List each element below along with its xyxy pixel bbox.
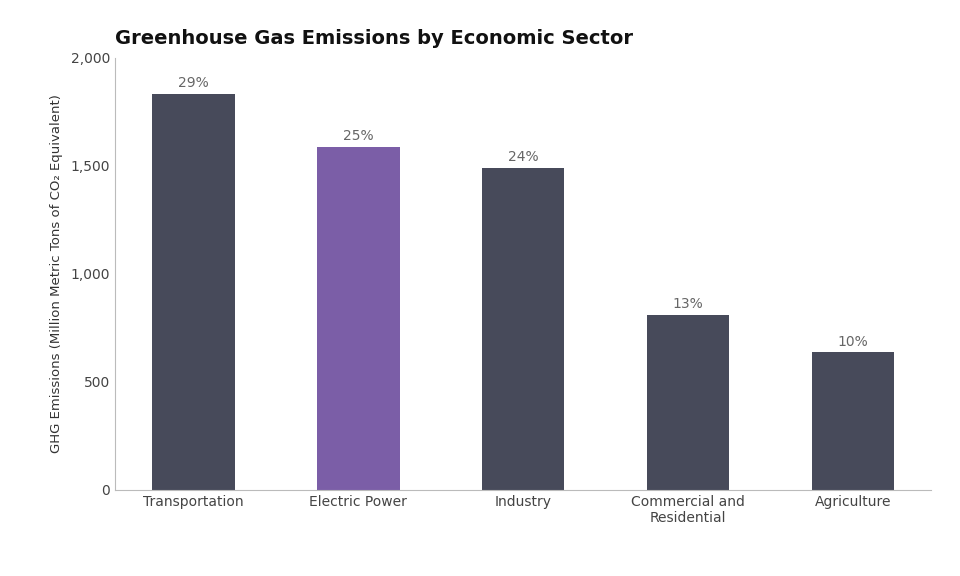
Bar	[317, 147, 399, 490]
Bar	[812, 353, 894, 490]
Bar	[647, 314, 730, 490]
Bar	[482, 168, 564, 490]
Bar	[153, 94, 234, 490]
Text: 24%: 24%	[508, 150, 539, 164]
Text: Greenhouse Gas Emissions by Economic Sector: Greenhouse Gas Emissions by Economic Sec…	[115, 29, 634, 48]
Y-axis label: GHG Emissions (Million Metric Tons of CO₂ Equivalent): GHG Emissions (Million Metric Tons of CO…	[50, 94, 62, 453]
Text: 25%: 25%	[343, 129, 373, 143]
Text: 13%: 13%	[673, 297, 704, 311]
Text: 29%: 29%	[179, 76, 209, 90]
Text: 10%: 10%	[837, 335, 868, 348]
